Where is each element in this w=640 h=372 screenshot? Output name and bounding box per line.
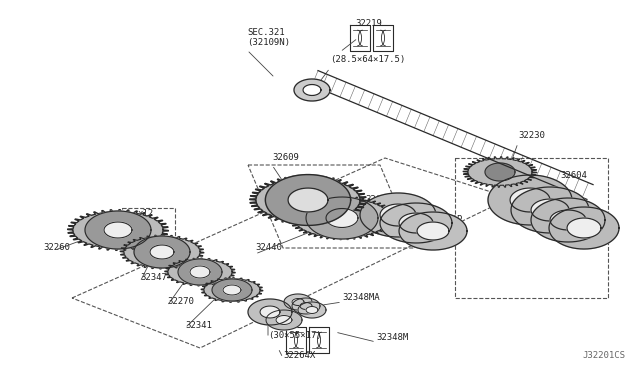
Polygon shape	[120, 235, 204, 269]
Polygon shape	[488, 175, 572, 225]
Text: 32250: 32250	[432, 234, 459, 243]
Polygon shape	[531, 198, 605, 242]
Polygon shape	[165, 258, 235, 286]
Polygon shape	[550, 210, 586, 230]
Polygon shape	[463, 157, 537, 187]
Polygon shape	[248, 299, 292, 325]
Text: (28.5×64×17.5): (28.5×64×17.5)	[330, 55, 405, 64]
Polygon shape	[266, 310, 302, 330]
Polygon shape	[201, 278, 263, 302]
Text: 32262P: 32262P	[430, 215, 462, 224]
Polygon shape	[104, 222, 132, 238]
Polygon shape	[485, 163, 515, 181]
Text: 32270: 32270	[167, 298, 194, 307]
Text: 32440: 32440	[255, 244, 282, 253]
Polygon shape	[288, 188, 328, 212]
Text: 32341: 32341	[185, 321, 212, 330]
Polygon shape	[360, 193, 436, 237]
Polygon shape	[150, 245, 174, 259]
Polygon shape	[284, 294, 312, 310]
Text: 32604: 32604	[560, 170, 587, 180]
Polygon shape	[300, 302, 312, 310]
Polygon shape	[68, 209, 168, 250]
Polygon shape	[260, 306, 280, 318]
Polygon shape	[399, 213, 433, 233]
Text: J32201CS: J32201CS	[582, 351, 625, 360]
Polygon shape	[303, 84, 321, 96]
Polygon shape	[294, 79, 330, 101]
Polygon shape	[380, 204, 416, 226]
Polygon shape	[250, 176, 366, 224]
Polygon shape	[85, 211, 151, 249]
Polygon shape	[298, 302, 326, 318]
Text: 32219: 32219	[355, 19, 382, 28]
Polygon shape	[266, 174, 351, 225]
Text: 32342
(30×55×17): 32342 (30×55×17)	[268, 320, 322, 340]
Text: 32348M: 32348M	[376, 334, 408, 343]
Polygon shape	[212, 279, 252, 301]
Polygon shape	[306, 197, 378, 239]
Text: SEC.321
(32109N): SEC.321 (32109N)	[247, 28, 290, 47]
Polygon shape	[276, 315, 292, 324]
Text: 32347: 32347	[140, 273, 167, 282]
Polygon shape	[417, 222, 449, 240]
Polygon shape	[531, 199, 569, 221]
Text: x12: x12	[138, 208, 154, 218]
Text: 32604: 32604	[365, 196, 392, 205]
Polygon shape	[399, 212, 467, 250]
Text: 32264X: 32264X	[283, 350, 316, 359]
Polygon shape	[510, 188, 550, 212]
Polygon shape	[326, 208, 358, 228]
Polygon shape	[223, 285, 241, 295]
Polygon shape	[306, 307, 318, 314]
Polygon shape	[567, 218, 601, 238]
Polygon shape	[292, 298, 320, 314]
Polygon shape	[134, 236, 190, 268]
Polygon shape	[292, 298, 304, 305]
Polygon shape	[178, 259, 222, 285]
Text: 32348MA: 32348MA	[342, 294, 380, 302]
Polygon shape	[380, 203, 452, 243]
Polygon shape	[511, 187, 589, 233]
Text: 32230: 32230	[518, 131, 545, 140]
Polygon shape	[190, 266, 210, 278]
Text: 32609: 32609	[272, 154, 299, 163]
Polygon shape	[289, 196, 395, 240]
Polygon shape	[549, 207, 619, 249]
Text: 32260: 32260	[43, 244, 70, 253]
